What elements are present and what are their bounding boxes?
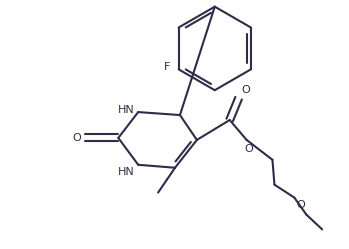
Text: F: F (164, 62, 171, 72)
Text: HN: HN (118, 167, 134, 177)
Text: O: O (245, 144, 253, 154)
Text: O: O (296, 200, 305, 210)
Text: O: O (242, 85, 250, 95)
Text: O: O (73, 133, 82, 143)
Text: HN: HN (118, 105, 134, 115)
